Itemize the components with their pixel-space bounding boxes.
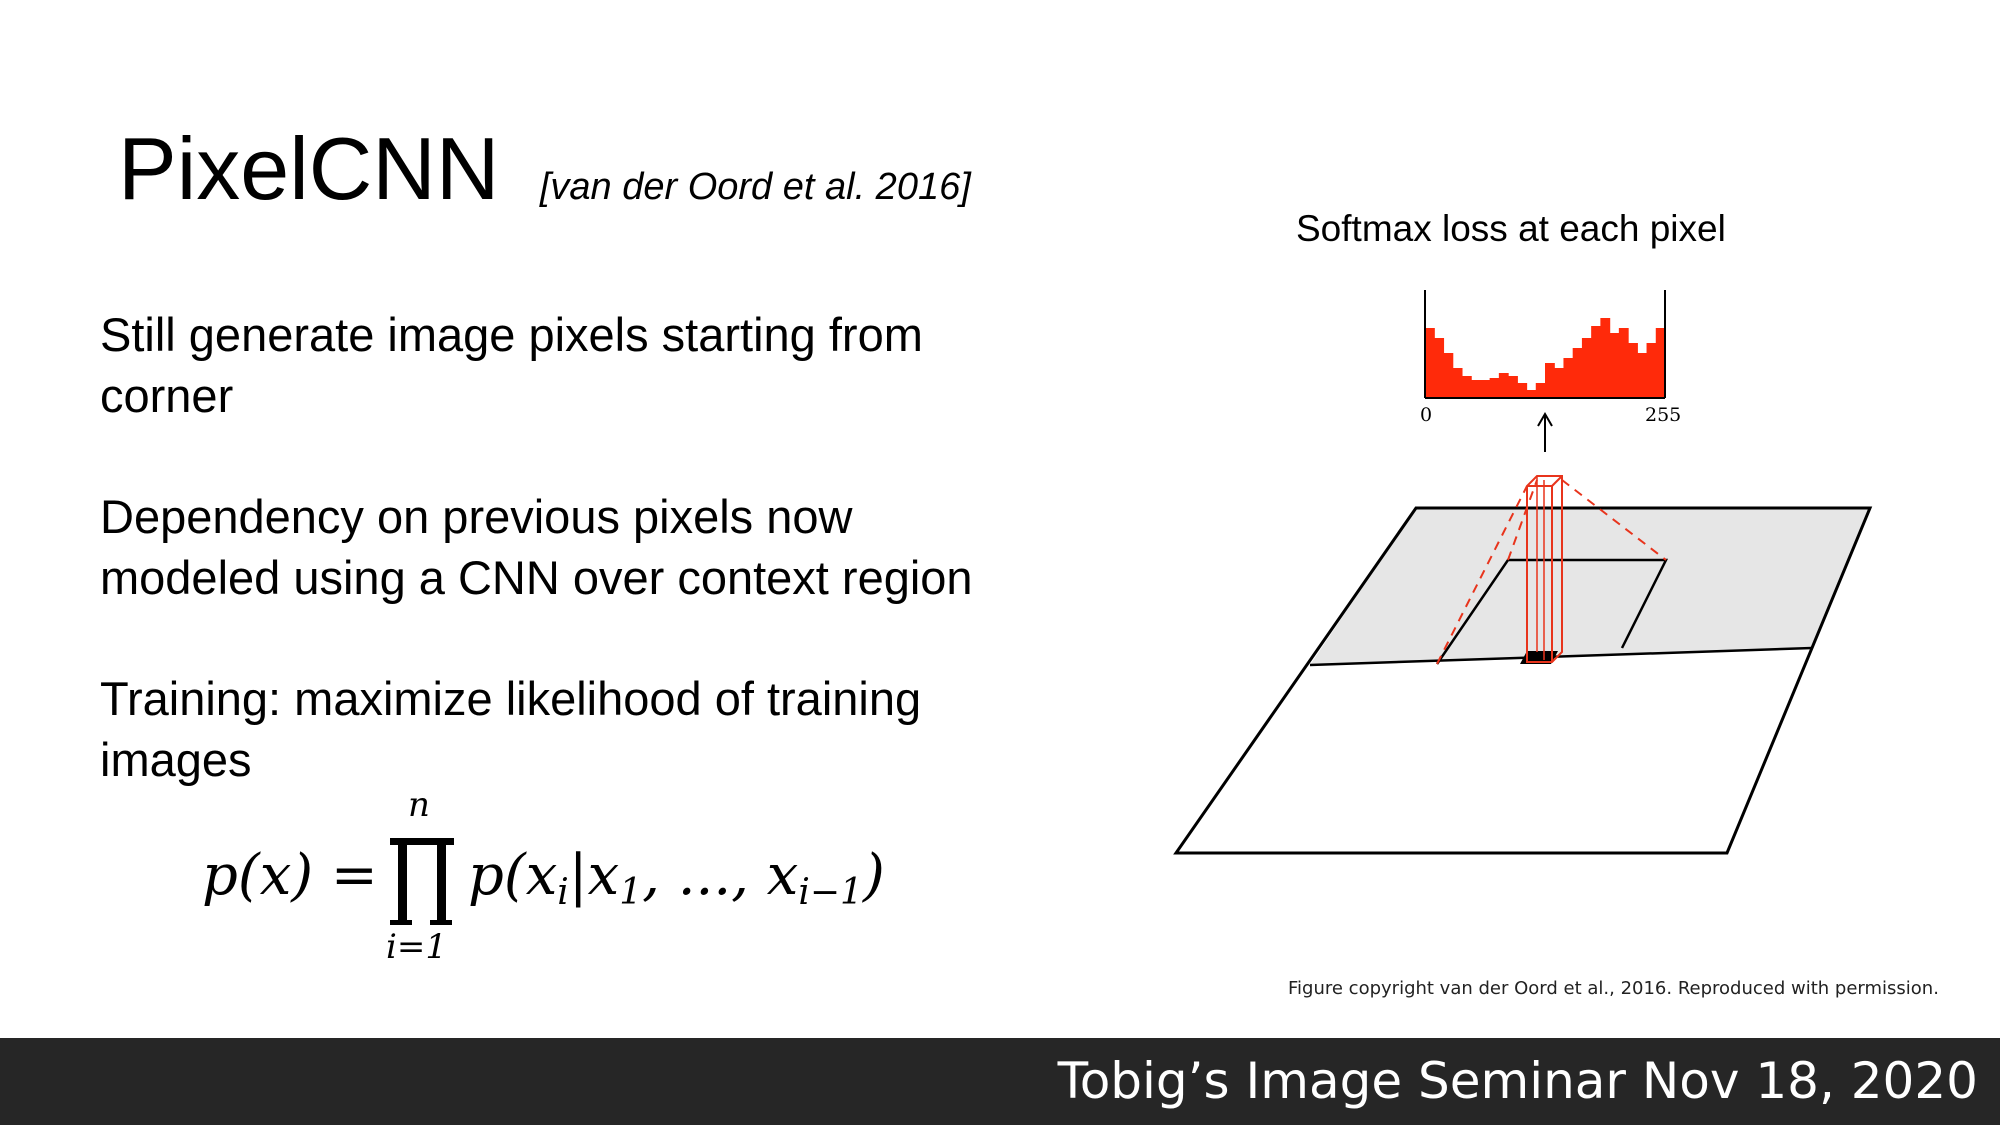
histogram-bar xyxy=(1443,353,1454,398)
formula-rhs-mid: |x xyxy=(569,843,619,908)
bullet-list: Still generate image pixels starting fro… xyxy=(100,304,1060,850)
histogram-bar xyxy=(1425,328,1435,398)
histogram-bar xyxy=(1646,343,1657,398)
histogram-bar xyxy=(1637,353,1648,398)
histogram-bar xyxy=(1609,333,1620,398)
svg-text:p(xi|x1, ..., xi−1): p(xi|x1, ..., xi−1) xyxy=(468,843,885,913)
formula-lower-limit: i=1 xyxy=(386,927,447,966)
pixelcnn-figure: 0 255 xyxy=(1173,290,1873,855)
histogram-bar xyxy=(1655,328,1666,398)
histogram-bar xyxy=(1434,338,1445,398)
histogram-bar xyxy=(1480,380,1491,398)
likelihood-formula: p(x) = n i=1 p(xi|x1, ..., xi−1) xyxy=(202,786,885,966)
title-citation: [van der Oord et al. 2016] xyxy=(539,166,971,208)
bullet-line: Still generate image pixels starting fro… xyxy=(100,308,923,361)
histogram-bar xyxy=(1581,338,1592,398)
axis-min-label: 0 xyxy=(1420,404,1432,426)
bullet-item: Dependency on previous pixels now modele… xyxy=(100,486,1060,608)
receptive-field xyxy=(1435,558,1669,665)
product-symbol xyxy=(390,838,454,925)
footer-bar: Tobig’s Image Seminar Nov 18, 2020 xyxy=(0,1038,2000,1125)
bullet-line: modeled using a CNN over context region xyxy=(100,551,973,604)
figure-copyright: Figure copyright van der Oord et al., 20… xyxy=(1288,978,1939,999)
formula-sub-i: i xyxy=(557,872,569,913)
histogram-bar xyxy=(1452,368,1463,398)
histogram-bar xyxy=(1600,318,1611,398)
histogram-bar xyxy=(1545,363,1555,398)
current-pixel xyxy=(1520,651,1558,664)
slide: PixelCNN [van der Oord et al. 2016] Stil… xyxy=(100,118,1939,999)
image-plane xyxy=(1173,506,1873,855)
bullet-line: Training: maximize likelihood of trainin… xyxy=(100,672,922,725)
context-region-shading xyxy=(1310,508,1870,665)
formula-rhs-dots: , ..., x xyxy=(642,843,798,908)
bullet-line: images xyxy=(100,733,252,786)
projection-lines xyxy=(1436,479,1667,665)
formula-lhs: p(x) = xyxy=(202,843,378,908)
histogram-bar xyxy=(1508,376,1518,398)
histogram-bar xyxy=(1489,378,1500,398)
histogram-bar xyxy=(1535,383,1546,398)
formula-rhs-head: p(x xyxy=(468,843,557,908)
slide-title: PixelCNN xyxy=(118,119,500,218)
histogram xyxy=(1425,318,1666,398)
formula-sub-1: 1 xyxy=(619,872,642,913)
figure-title: Softmax loss at each pixel xyxy=(1296,208,1726,249)
row-divider xyxy=(1309,646,1813,667)
bullet-line: corner xyxy=(100,369,234,422)
bullet-item: Still generate image pixels starting fro… xyxy=(100,304,1060,426)
histogram-bar xyxy=(1526,390,1537,398)
title-row: PixelCNN [van der Oord et al. 2016] xyxy=(118,118,971,220)
histogram-bar xyxy=(1461,376,1472,398)
formula-upper-limit: n xyxy=(408,786,430,825)
histogram-bar xyxy=(1517,383,1528,398)
bullet-line: Dependency on previous pixels now xyxy=(100,490,853,543)
histogram-bar xyxy=(1471,380,1481,398)
formula-sub-i-minus-1: i−1 xyxy=(798,872,863,913)
histogram-bar xyxy=(1572,348,1583,398)
histogram-bar xyxy=(1498,373,1509,398)
axis-max-label: 255 xyxy=(1645,404,1681,426)
up-arrow xyxy=(1537,412,1553,452)
footer-text: Tobig’s Image Seminar Nov 18, 2020 xyxy=(1057,1052,1978,1110)
histogram-bar xyxy=(1628,343,1638,398)
histogram-bar xyxy=(1563,358,1574,398)
histogram-bar xyxy=(1554,368,1565,398)
histogram-bar xyxy=(1618,328,1629,398)
bullet-item: Training: maximize likelihood of trainin… xyxy=(100,668,1060,790)
formula-rhs-tail: ) xyxy=(862,843,885,908)
histogram-bar xyxy=(1591,326,1601,398)
